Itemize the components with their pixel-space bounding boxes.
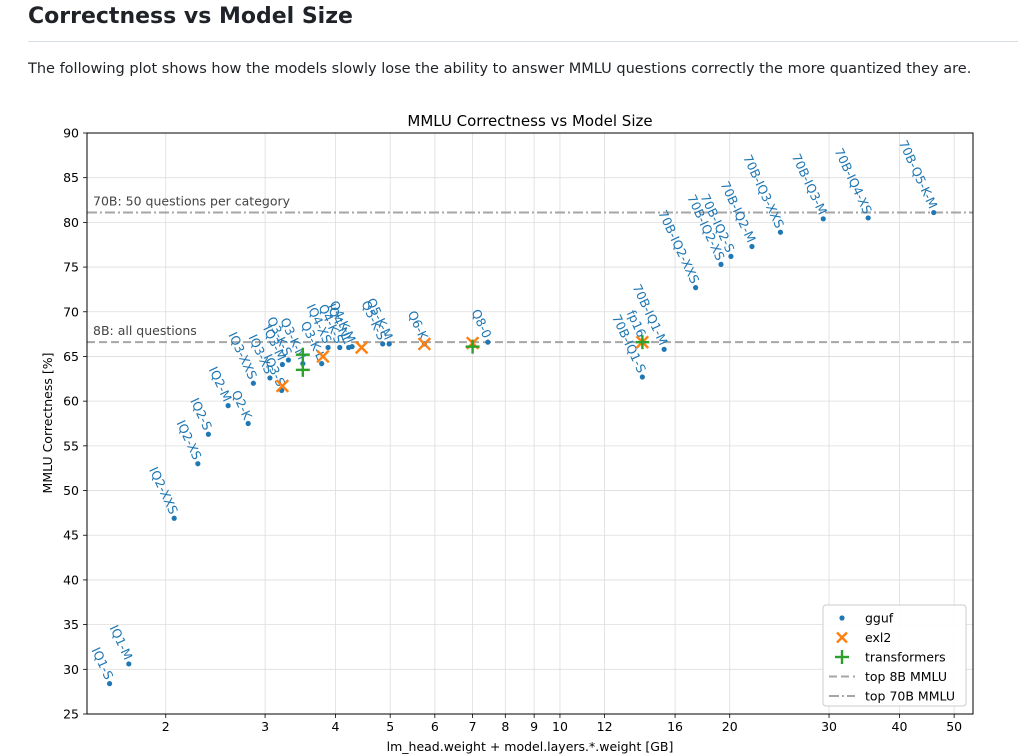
x-tick-label: 4	[332, 719, 340, 734]
reference-line-annotation: 70B: 50 questions per category	[93, 194, 291, 209]
x-tick-label: 10	[552, 719, 568, 734]
gguf-point	[250, 380, 256, 386]
y-tick-label: 50	[63, 483, 79, 498]
reference-line-annotation: 8B: all questions	[93, 323, 197, 338]
x-tick-label: 40	[892, 719, 908, 734]
gguf-point	[267, 375, 273, 381]
gguf-point	[319, 361, 325, 367]
x-tick-label: 7	[469, 719, 477, 734]
x-tick-label: 12	[597, 719, 613, 734]
gguf-point	[126, 661, 132, 667]
gguf-point	[639, 374, 645, 380]
plot-frame	[86, 132, 974, 715]
gguf-point	[205, 431, 211, 437]
y-tick-label: 40	[63, 572, 79, 587]
gguf-point	[931, 209, 937, 216]
legend-label: exl2	[865, 630, 891, 645]
transformers-point	[295, 347, 310, 362]
x-tick-label: 16	[667, 719, 683, 734]
gguf-point	[386, 341, 392, 347]
transformers-point	[465, 339, 480, 354]
x-tick-label: 5	[386, 719, 394, 734]
gguf-point	[349, 344, 355, 350]
gguf-point	[693, 285, 699, 291]
y-tick-label: 35	[63, 617, 79, 632]
intro-paragraph: The following plot shows how the models …	[28, 61, 972, 77]
gguf-point	[749, 243, 755, 250]
gguf-point	[380, 341, 386, 347]
transformers-point	[635, 335, 650, 350]
legend-entry: transformers	[835, 650, 946, 665]
legend-entry: exl2	[836, 630, 891, 645]
gguf-point	[865, 215, 871, 221]
legend-label: transformers	[865, 650, 946, 665]
legend-entry: top 70B MMLU	[829, 689, 955, 704]
y-tick-label: 75	[63, 260, 79, 275]
x-tick-label: 50	[946, 719, 962, 734]
gguf-point	[485, 339, 491, 345]
exl2-point	[354, 340, 369, 355]
legend-label: top 8B MMLU	[865, 669, 947, 684]
y-tick-label: 45	[63, 528, 79, 543]
gguf-point	[245, 420, 251, 427]
transformers-point	[295, 362, 310, 377]
x-tick-label: 30	[821, 719, 837, 734]
legend-entry: gguf	[839, 611, 894, 626]
legend-label: gguf	[865, 611, 894, 626]
gguf-point	[285, 357, 292, 363]
gguf-point	[661, 346, 667, 352]
legend-entry: top 8B MMLU	[829, 669, 947, 684]
gguf-point	[777, 229, 784, 235]
gguf-point	[337, 344, 343, 351]
x-tick-label: 2	[162, 719, 170, 734]
y-tick-label: 30	[63, 662, 79, 677]
legend-transformers-marker	[835, 650, 849, 664]
x-axis-label: lm_head.weight + model.layers.*.weight […	[387, 739, 674, 754]
y-tick-label: 55	[63, 438, 79, 453]
data-points	[106, 209, 937, 687]
legend-gguf-marker	[839, 615, 845, 621]
gguf-point	[195, 461, 201, 467]
gguf-point	[728, 253, 734, 259]
y-axis-label: MMLU Correctness [%]	[40, 353, 55, 494]
y-tick-label: 80	[63, 215, 79, 230]
gguf-point	[820, 216, 826, 222]
gguf-point	[225, 403, 231, 409]
gguf-point	[171, 515, 177, 521]
legend-box	[822, 604, 967, 707]
gguf-point	[718, 261, 724, 267]
y-tick-label: 90	[63, 126, 79, 141]
x-tick-label: 3	[261, 719, 269, 734]
y-tick-label: 70	[63, 304, 79, 319]
y-tick-label: 85	[63, 170, 79, 185]
y-tick-label: 65	[63, 349, 79, 364]
x-tick-label: 9	[530, 719, 538, 734]
y-tick-label: 25	[63, 707, 79, 722]
x-tick-label: 6	[431, 719, 439, 734]
x-tick-label: 8	[501, 719, 509, 734]
chart-title: MMLU Correctness vs Model Size	[407, 112, 652, 130]
legend: gguf exl2 transformers top 8B MMLU top 70B M…	[822, 604, 967, 707]
reference-lines: 8B: all questions 70B: 50 questions per c…	[87, 194, 973, 344]
legend-exl2-marker	[836, 631, 848, 644]
legend-label: top 70B MMLU	[865, 689, 955, 704]
gguf-point	[325, 344, 331, 351]
gguf-point	[279, 361, 286, 368]
axis-ticks: 2 3 4 5 6 7 8 9 10 12 16 20 30 40 50253035404550556065…	[63, 126, 962, 735]
exl2-point	[316, 349, 330, 364]
y-tick-label: 60	[63, 394, 79, 409]
gguf-point	[106, 681, 113, 687]
exl2-point	[417, 337, 432, 351]
x-tick-label: 20	[722, 719, 738, 734]
heading-divider	[28, 41, 1018, 42]
exl2-point	[275, 379, 290, 393]
page-heading: Correctness vs Model Size	[28, 4, 353, 29]
